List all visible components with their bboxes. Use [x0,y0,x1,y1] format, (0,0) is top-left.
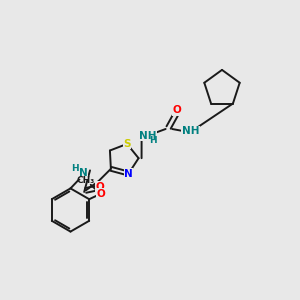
Text: O: O [96,189,105,199]
Text: O: O [96,182,104,191]
Text: S: S [123,139,131,149]
Text: O: O [172,105,181,116]
Text: H: H [149,136,157,146]
Text: CH₃: CH₃ [76,176,95,185]
Text: NH: NH [139,130,156,141]
Text: H: H [71,164,79,173]
Text: NH: NH [182,126,199,136]
Text: N: N [79,168,88,178]
Text: N: N [124,169,133,178]
